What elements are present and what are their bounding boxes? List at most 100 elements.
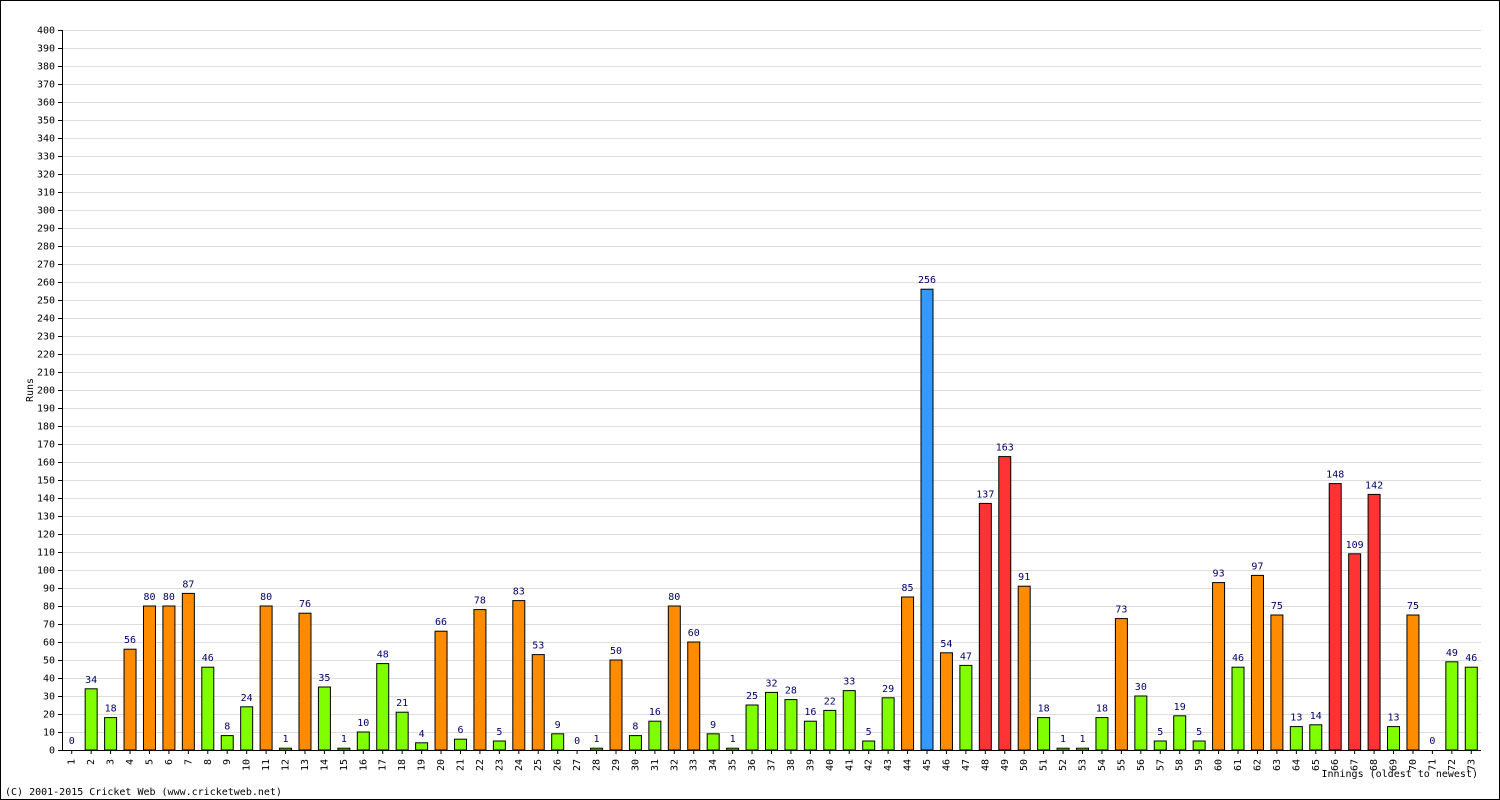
bar	[453, 738, 467, 751]
x-tick-label: 48	[980, 759, 991, 771]
bar	[1406, 614, 1420, 751]
value-label: 16	[804, 707, 816, 718]
x-tick-label: 32	[669, 759, 680, 771]
y-tick-label: 50	[43, 656, 55, 667]
x-tick-label: 4	[125, 759, 136, 765]
x-tick-label: 35	[728, 759, 739, 771]
x-tick-label: 30	[630, 759, 641, 771]
x-tick-label: 49	[1000, 759, 1011, 771]
x-tick-label: 9	[222, 759, 233, 765]
bar	[1250, 574, 1264, 751]
x-tick-label: 56	[1136, 759, 1147, 771]
value-label: 32	[765, 678, 777, 689]
x-tick-label: 2	[86, 759, 97, 765]
bar	[978, 502, 992, 751]
y-tick-label: 40	[43, 674, 55, 685]
value-label: 80	[143, 592, 155, 603]
value-label: 93	[1213, 569, 1225, 580]
y-tick-label: 0	[49, 746, 55, 757]
bar	[220, 735, 234, 751]
y-tick-label: 20	[43, 710, 55, 721]
y-tick-label: 200	[37, 386, 55, 397]
value-label: 48	[377, 650, 389, 661]
bar	[240, 706, 254, 751]
y-tick-label: 240	[37, 314, 55, 325]
value-label: 13	[1388, 713, 1400, 724]
bar	[84, 688, 98, 751]
y-tick-label: 350	[37, 116, 55, 127]
value-label: 1	[1060, 734, 1066, 745]
y-tick-label: 320	[37, 170, 55, 181]
x-tick-label: 58	[1175, 759, 1186, 771]
bar	[551, 733, 565, 751]
bar	[317, 686, 331, 751]
bar	[1270, 614, 1284, 751]
value-label: 91	[1018, 572, 1030, 583]
bar	[356, 731, 370, 751]
value-label: 13	[1290, 713, 1302, 724]
bar	[1017, 585, 1031, 751]
x-tick-label: 13	[300, 759, 311, 771]
bar	[415, 742, 429, 751]
value-label: 148	[1326, 470, 1344, 481]
value-label: 18	[1096, 704, 1108, 715]
x-tick-label: 6	[164, 759, 175, 765]
x-tick-label: 60	[1214, 759, 1225, 771]
y-tick-label: 300	[37, 206, 55, 217]
y-tick-label: 140	[37, 494, 55, 505]
value-label: 0	[1429, 736, 1435, 747]
x-tick-label: 7	[183, 759, 194, 765]
value-label: 14	[1310, 711, 1322, 722]
value-label: 80	[668, 592, 680, 603]
x-tick-label: 47	[961, 759, 972, 771]
bar	[395, 711, 409, 751]
x-tick-label: 10	[242, 759, 253, 771]
value-label: 49	[1446, 648, 1458, 659]
value-label: 60	[688, 628, 700, 639]
x-tick-label: 65	[1311, 759, 1322, 771]
bar	[687, 641, 701, 751]
value-label: 46	[1232, 653, 1244, 664]
x-tick-label: 18	[397, 759, 408, 771]
value-label: 18	[105, 704, 117, 715]
y-tick-label: 370	[37, 80, 55, 91]
value-label: 30	[1135, 682, 1147, 693]
x-tick-label: 37	[767, 759, 778, 771]
y-tick-label: 130	[37, 512, 55, 523]
x-tick-label: 40	[825, 759, 836, 771]
value-label: 35	[318, 673, 330, 684]
footer: (C) 2001-2015 Cricket Web (www.cricketwe…	[5, 787, 282, 798]
value-label: 33	[843, 677, 855, 688]
x-tick-label: 3	[106, 759, 117, 765]
value-label: 25	[746, 691, 758, 702]
value-label: 163	[996, 443, 1014, 454]
bar	[1464, 666, 1478, 751]
y-tick-label: 100	[37, 566, 55, 577]
value-label: 142	[1365, 480, 1383, 491]
x-tick-label: 8	[203, 759, 214, 765]
bar	[939, 652, 953, 751]
x-tick-label: 33	[689, 759, 700, 771]
bar	[609, 659, 623, 751]
bar	[765, 691, 778, 751]
y-tick-label: 330	[37, 152, 55, 163]
y-tick-label: 90	[43, 584, 55, 595]
value-label: 8	[632, 722, 638, 733]
x-tick-label: 27	[572, 759, 583, 771]
value-label: 29	[882, 684, 894, 695]
bar	[1056, 747, 1070, 751]
value-label: 5	[496, 727, 502, 738]
x-tick-label: 57	[1155, 759, 1166, 771]
bar	[1212, 582, 1226, 751]
bar	[628, 735, 642, 751]
x-tick-label: 11	[261, 759, 272, 771]
bar	[706, 733, 720, 751]
x-tick-label: 45	[922, 759, 933, 771]
value-label: 256	[918, 275, 936, 286]
value-label: 80	[163, 592, 175, 603]
y-tick-label: 150	[37, 476, 55, 487]
x-tick-label: 51	[1039, 759, 1050, 771]
bar	[201, 666, 215, 751]
bar	[337, 747, 351, 751]
x-tick-label: 62	[1252, 759, 1263, 771]
